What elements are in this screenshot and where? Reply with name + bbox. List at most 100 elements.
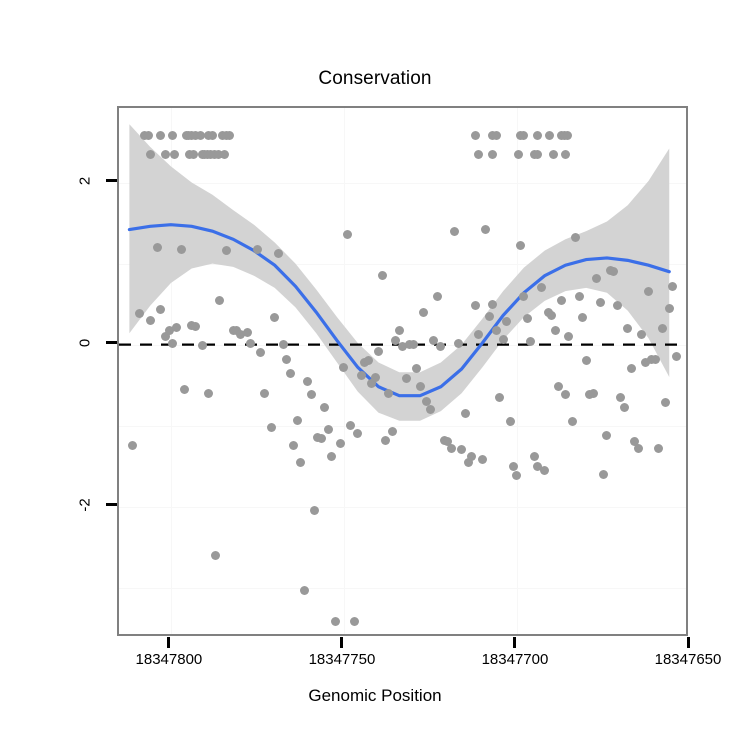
scatter-point [560,390,570,400]
scatter-point [259,388,269,398]
scatter-point [450,226,460,236]
scatter-point [164,325,174,335]
scatter-point [654,443,664,453]
scatter-point [446,443,456,453]
gridline-horizontal [119,587,686,589]
scatter-point [533,461,543,471]
scatter-point [306,390,316,400]
scatter-point [522,314,532,324]
scatter-point [252,245,262,255]
rug-point [532,149,542,159]
scatter-point [619,403,629,413]
scatter-point [299,586,309,596]
x-tick-mark [167,637,171,648]
scatter-point [626,364,636,374]
rug-point [470,130,480,140]
gridline-horizontal [119,425,686,427]
scatter-point [453,338,463,348]
scatter-point [408,340,418,350]
x-tick-label: 18347700 [481,651,549,668]
rug-point [214,149,224,159]
scatter-point [282,354,292,364]
scatter-point [547,310,557,320]
scatter-point [342,229,352,239]
rug-point [169,149,179,159]
scatter-point [327,451,337,461]
scatter-point [310,506,320,516]
scatter-point [491,325,501,335]
scatter-point [346,421,356,431]
scatter-point [370,372,380,382]
rug-point [145,149,155,159]
rug-point [491,130,501,140]
scatter-point [425,404,435,414]
scatter-point [412,364,422,374]
scatter-point [387,426,397,436]
scatter-point [671,352,681,362]
scatter-point [214,295,224,305]
scatter-point [367,379,377,389]
plot-panel [117,106,688,636]
scatter-point [484,311,494,321]
gridline-vertical [170,108,172,634]
x-tick-mark [513,637,517,648]
rug-point [161,149,171,159]
scatter-point [391,336,401,346]
rug-point [195,130,205,140]
scatter-point [235,330,245,340]
scatter-point [470,301,480,311]
scatter-point [363,356,373,366]
rug-point [545,130,555,140]
scatter-point [419,307,429,317]
rug-point [562,130,572,140]
scatter-point [515,241,525,251]
scatter-point [598,469,608,479]
confidence-ribbon [129,124,670,421]
scatter-point [574,291,584,301]
scatter-point [152,242,162,252]
scatter-point [374,346,384,356]
scatter-point [211,550,221,560]
scatter-point [320,403,330,413]
x-tick-mark [340,637,344,648]
scatter-point [505,417,515,427]
scatter-point [661,398,671,408]
y-tick-label: 2 [76,176,94,185]
scatter-point [588,388,598,398]
scatter-point [353,429,363,439]
scatter-point [643,287,653,297]
rug-point [548,149,558,159]
scatter-point [633,443,643,453]
rug-point [224,130,234,140]
scatter-point [128,441,138,451]
gridline-horizontal [119,263,686,265]
x-tick-mark [686,637,690,648]
gridline-horizontal [119,182,686,184]
y-tick-mark [106,341,117,345]
scatter-point [612,301,622,311]
scatter-point [394,325,404,335]
scatter-point [221,246,231,256]
scatter-point [246,338,255,348]
scatter-point [180,384,190,394]
scatter-point [536,283,546,293]
scatter-point [349,617,359,627]
scatter-point [657,323,667,333]
scatter-point [467,451,477,461]
scatter-point [609,267,619,277]
x-tick-label: 18347750 [308,651,376,668]
scatter-point [616,392,626,402]
scatter-point [285,368,295,378]
scatter-point [498,335,508,345]
scatter-point [145,315,155,325]
scatter-point [502,317,512,327]
scatter-point [481,225,491,235]
scatter-point [330,617,340,627]
scatter-point [242,327,252,337]
scatter-point [415,382,425,392]
scatter-point [401,374,411,384]
x-tick-label: 18347650 [654,651,722,668]
scatter-point [557,295,567,305]
scatter-point [519,291,529,301]
